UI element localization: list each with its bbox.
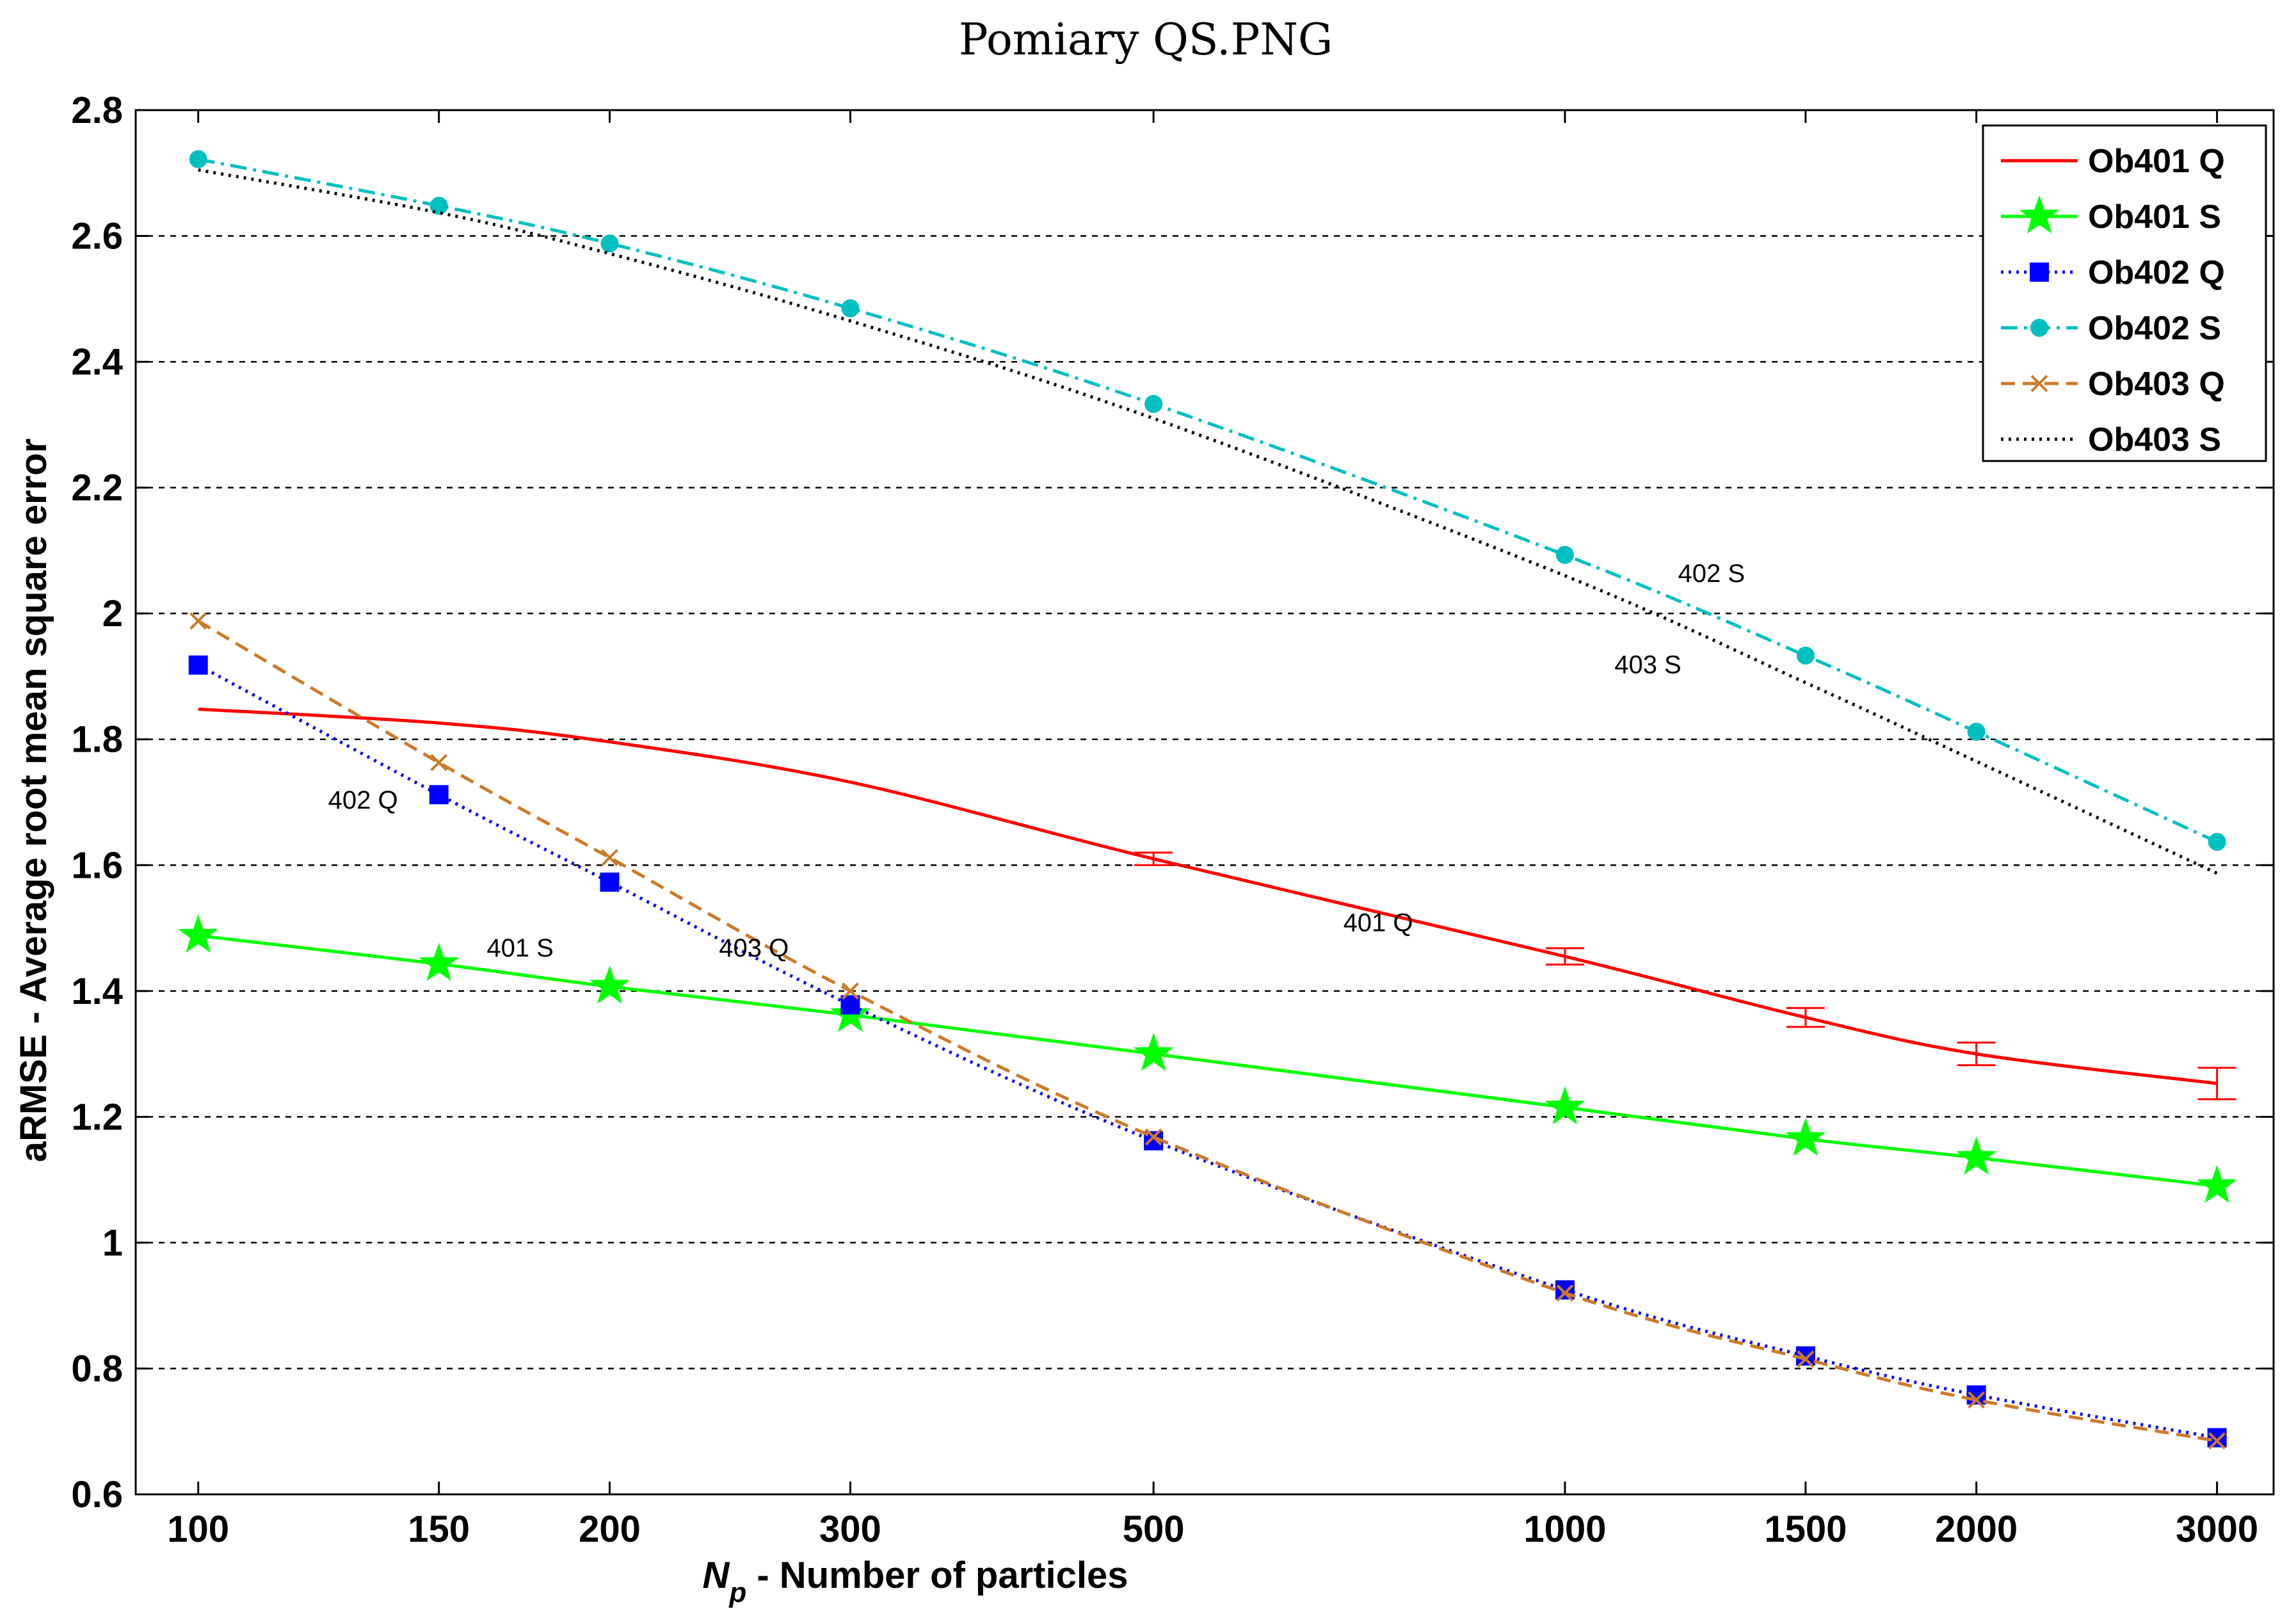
data-point [842,982,859,1000]
x-tick-label: 1000 [1523,1508,1606,1550]
legend-label: Ob403 S [2088,421,2221,458]
series-line [198,158,2218,844]
data-point [840,995,860,1015]
chart-title: Pomiary QS.PNG [959,15,1333,65]
x-tick-label: 3000 [2176,1508,2258,1550]
data-point [1133,1033,1174,1071]
data-point [1545,1086,1586,1125]
axis-ticks: 0.6 0.8 1 1.2 1.4 1.6 1.8 2 2.2 2.4 2.6 2.8 100 150 20… [71,90,2274,1550]
data-point [600,872,620,892]
y-tick-label: 2 [102,593,123,634]
x-tick-label: 300 [819,1508,881,1550]
legend-label: Ob401 S [2088,198,2221,236]
data-point [601,849,618,866]
data-point [2208,1432,2226,1450]
x-tick-label: 500 [1123,1508,1185,1550]
data-point [1968,1391,1986,1409]
x-tick-label: 200 [579,1508,641,1550]
data-point [430,754,448,772]
plot-frame [134,109,2275,1496]
series-ob403-s [198,168,2218,875]
data-point [1555,545,1574,564]
data-point [1556,1284,1574,1302]
y-tick-label: 2.4 [71,341,123,383]
data-point [189,150,207,168]
annotation: 403 S [1614,651,1682,679]
x-axis-label: Np - Number of particles [702,1555,1128,1608]
y-tick-label: 2.8 [71,90,123,131]
data-point [590,965,630,1004]
data-point [2019,195,2060,234]
data-point [1144,1128,1162,1146]
y-tick-label: 1.6 [71,844,123,886]
data-point [1785,1117,1826,1156]
series-ob402-s [189,150,2226,851]
y-tick-label: 2.6 [71,216,123,257]
x-axis-label-text: - Number of particles [746,1555,1128,1596]
data-point [429,785,449,805]
series-line [198,933,2217,1188]
y-axis-label: aRMSE - Average root mean square error [13,439,54,1162]
y-tick-label: 1.4 [71,971,123,1012]
legend-label: Ob402 Q [2088,254,2225,291]
y-tick-label: 1.2 [71,1096,123,1138]
series-ob403-q [189,612,2226,1450]
series-ob402-q [188,655,2227,1448]
data-point [1967,722,1986,741]
annotation: 402 S [1678,560,1746,588]
x-axis-label-subscript: p [728,1577,746,1608]
annotations: 402 S 403 S 402 Q 403 Q 401 S 401 Q [328,560,1745,962]
x-axis-label-symbol: N [702,1555,730,1596]
legend-label: Ob401 Q [2088,143,2225,180]
y-tick-label: 0.6 [71,1474,123,1515]
y-tick-label: 2.2 [71,467,123,509]
x-tick-label: 1500 [1764,1508,1847,1550]
legend-label: Ob402 S [2088,310,2221,347]
data-point [841,299,860,318]
series-ob401-q [198,707,2236,1101]
data-point [429,197,448,215]
legend-box [1982,124,2267,462]
y-tick-label: 1 [102,1222,123,1264]
series-line [197,663,2218,1440]
legend: Ob401 Q Ob401 S Ob402 Q Ob402 S Ob403 Q Ob403… [1982,124,2267,462]
series-line [197,619,2218,1442]
data-point [2030,263,2049,282]
series-line [198,168,2218,875]
annotation: 401 S [486,934,554,962]
data-point [2030,319,2048,337]
data-point [1795,1346,1815,1366]
data-point [188,655,208,675]
data-point [2030,375,2048,392]
data-point [600,234,619,253]
x-tick-label: 100 [167,1508,229,1550]
y-tick-label: 0.8 [71,1348,123,1389]
data-point [1797,1350,1815,1368]
data-point [1956,1136,1997,1175]
x-tick-label: 150 [408,1508,470,1550]
series-layer [178,150,2238,1450]
data-point [2207,1428,2227,1448]
annotation: 403 Q [719,934,789,962]
data-point [2197,1165,2238,1204]
data-point [1144,394,1163,413]
x-tick-label: 2000 [1935,1508,2018,1550]
data-point [178,914,219,953]
series-line [198,707,2217,1085]
data-point [419,942,460,982]
y-tick-label: 1.8 [71,719,123,761]
data-point [1796,647,1815,665]
annotation: 402 Q [328,786,398,814]
data-point [2208,832,2226,851]
data-point [189,612,207,630]
annotation: 401 Q [1344,909,1413,937]
legend-label: Ob403 Q [2088,366,2225,403]
